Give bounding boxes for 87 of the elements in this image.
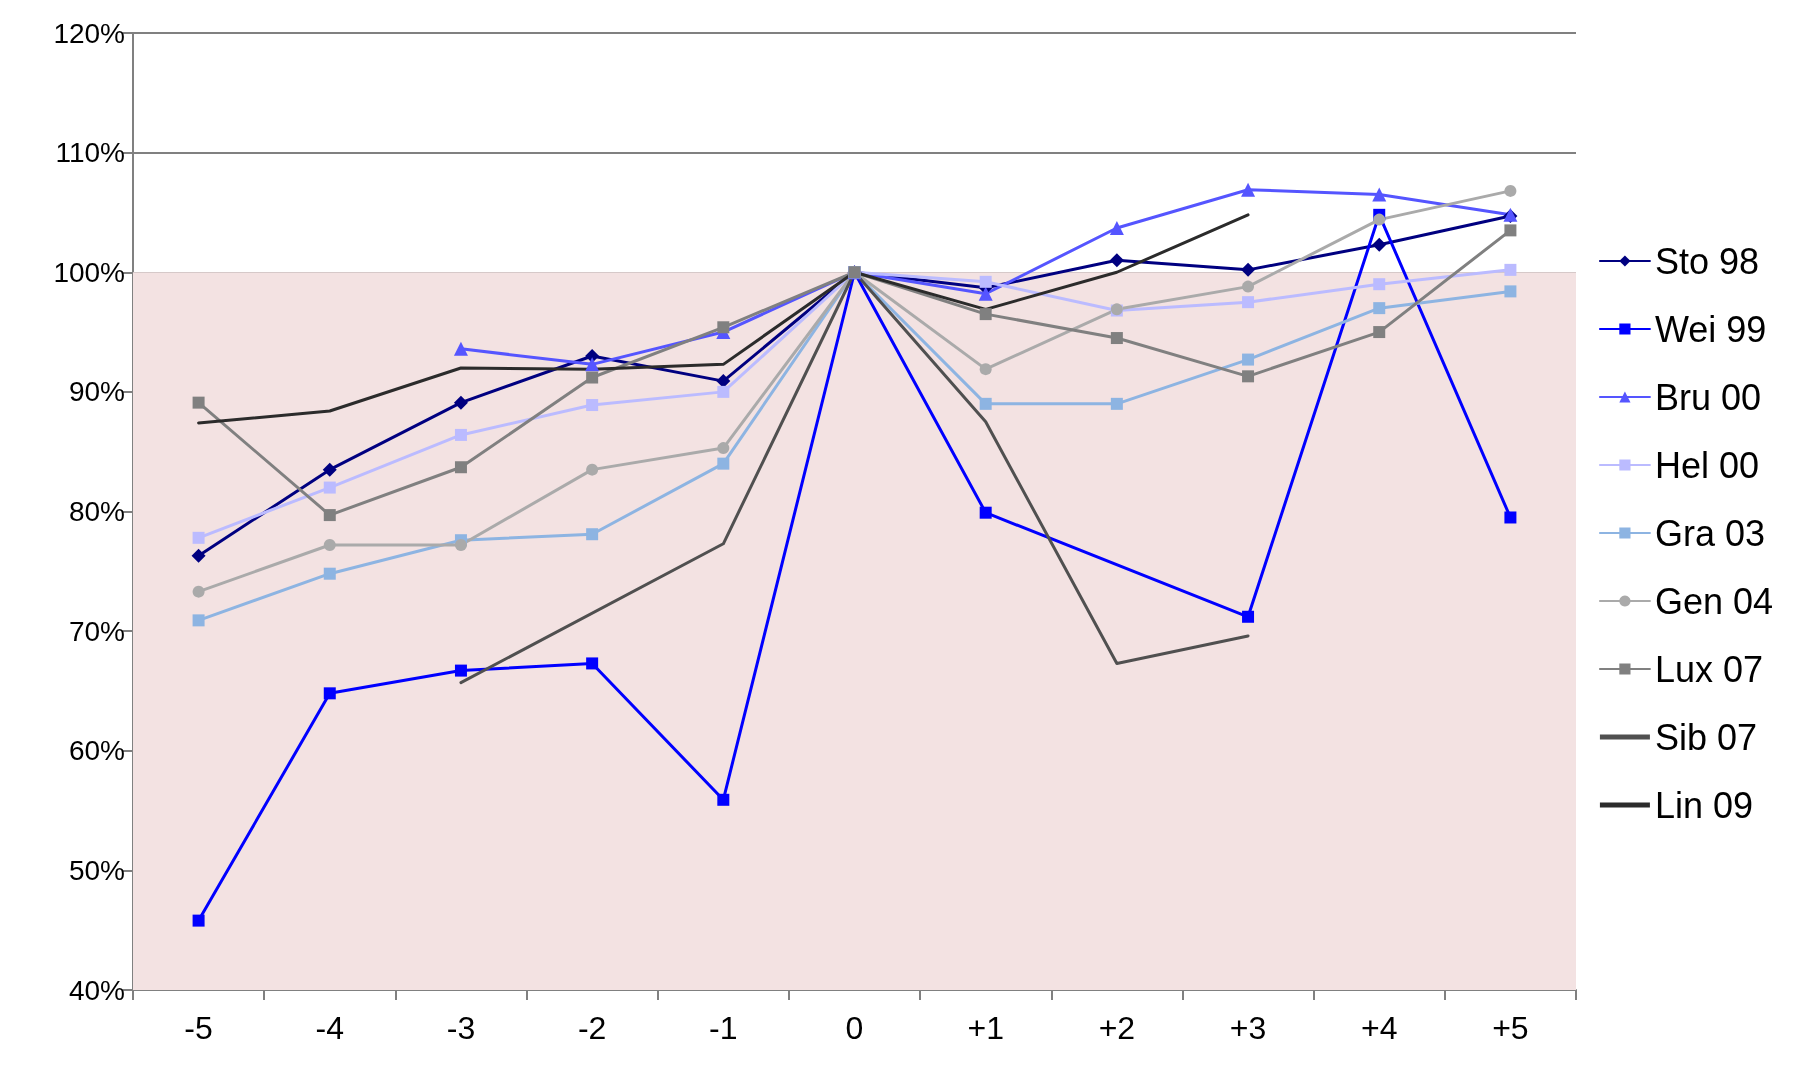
y-tick-label: 100% (53, 256, 125, 288)
legend-label: Sib 07 (1654, 716, 1757, 758)
point (1373, 213, 1386, 226)
x-tick-label: -4 (315, 1010, 344, 1046)
x-tick-label: -1 (709, 1010, 738, 1046)
point (717, 457, 730, 470)
x-tick-label: +1 (967, 1010, 1004, 1046)
point (1372, 237, 1387, 252)
x-tick-label: +2 (1098, 1010, 1136, 1046)
point (1373, 326, 1386, 339)
x-tick-label: +4 (1360, 1010, 1398, 1046)
legend-label: Lin 09 (1654, 784, 1753, 826)
point (322, 462, 337, 477)
point (586, 528, 599, 541)
point (978, 286, 993, 301)
point (586, 657, 599, 670)
point (586, 371, 599, 384)
point (979, 363, 992, 376)
point (1241, 182, 1256, 197)
legend-label: Sto 98 (1654, 240, 1759, 282)
x-tick-label: -5 (184, 1010, 213, 1046)
point (453, 395, 468, 410)
point (1242, 296, 1255, 309)
point (586, 463, 599, 476)
point (1504, 263, 1517, 276)
point (454, 664, 467, 677)
point (1241, 262, 1256, 277)
point (585, 357, 600, 372)
point (323, 481, 336, 494)
point (1242, 610, 1255, 623)
legend-label: Hel 00 (1654, 444, 1759, 486)
point (717, 385, 730, 398)
y-tick-label: 90% (68, 376, 125, 408)
point (1109, 253, 1124, 268)
point (192, 614, 205, 627)
y-tick-label: 120% (53, 17, 125, 49)
y-tick-label: 80% (68, 496, 125, 527)
y-tick-label: 60% (68, 735, 125, 767)
y-tick-label: 50% (68, 854, 125, 886)
point (454, 428, 467, 441)
point (192, 585, 205, 598)
legend-label: Wei 99 (1654, 308, 1767, 350)
x-tick-label: +3 (1229, 1010, 1267, 1046)
point (323, 567, 336, 580)
point (979, 275, 992, 288)
point (323, 539, 336, 551)
point (1504, 224, 1517, 237)
point (1242, 370, 1255, 383)
legend-label: Gen 04 (1654, 580, 1773, 622)
point (323, 509, 336, 522)
point (1242, 353, 1255, 366)
point (323, 687, 336, 700)
point (1504, 285, 1517, 298)
line-series (197, 213, 1250, 425)
point (717, 793, 730, 806)
y-tick-label: 70% (68, 615, 125, 647)
point (1110, 397, 1123, 410)
point (192, 396, 205, 409)
point (1242, 280, 1255, 293)
point (586, 399, 599, 412)
point (717, 442, 730, 455)
point (454, 539, 467, 551)
x-tick-label: +5 (1492, 1010, 1529, 1046)
point (979, 506, 992, 519)
point (453, 341, 468, 356)
legend-label: Gra 03 (1654, 512, 1765, 554)
point (1373, 302, 1386, 315)
point (191, 548, 206, 563)
point (192, 914, 205, 927)
point (979, 308, 992, 321)
point (1110, 332, 1123, 345)
x-tick-label: -2 (577, 1010, 607, 1046)
point (1109, 220, 1124, 235)
x-tick-label: 0 (845, 1010, 864, 1046)
x-tick-label: -3 (446, 1010, 476, 1046)
legend-label: Bru 00 (1654, 376, 1761, 418)
legend-label: Lux 07 (1654, 648, 1763, 690)
point (192, 531, 205, 544)
point (1373, 278, 1386, 291)
point (1372, 187, 1387, 202)
point (454, 461, 467, 474)
point (979, 397, 992, 410)
point (717, 321, 730, 334)
y-tick-label: 40% (68, 974, 125, 1006)
y-tick-label: 110% (55, 137, 125, 169)
point (1504, 511, 1517, 524)
point (1504, 184, 1517, 197)
